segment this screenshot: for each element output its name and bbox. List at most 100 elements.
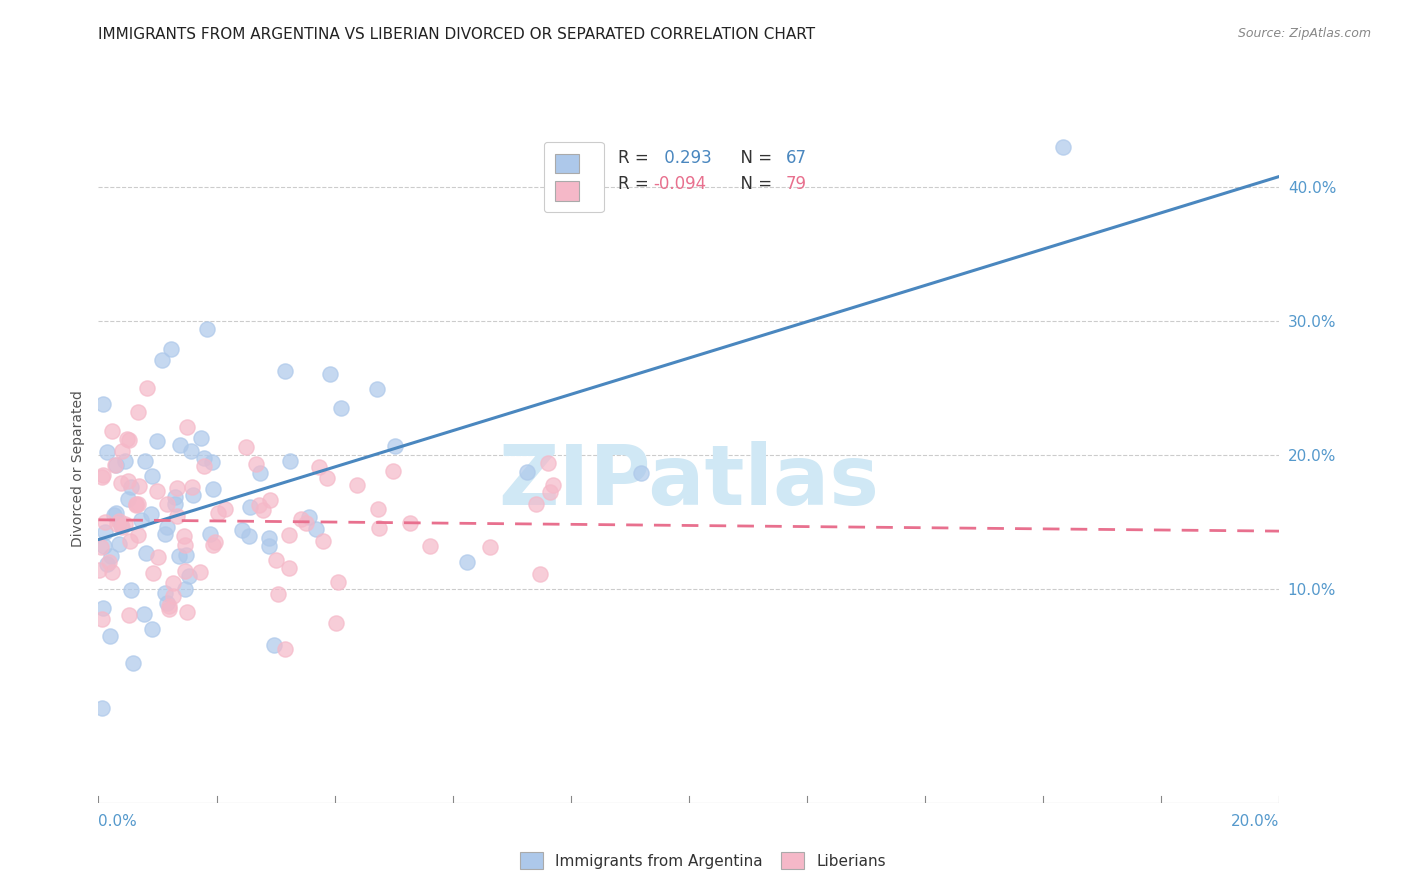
Point [541, 477, 564, 491]
Text: IMMIGRANTS FROM ARGENTINA VS LIBERIAN DIVORCED OR SEPARATED CORRELATION CHART: IMMIGRANTS FROM ARGENTINA VS LIBERIAN DI… [98, 27, 815, 42]
Point [111, 444, 134, 458]
Point [174, 548, 197, 562]
Point [180, 480, 202, 494]
Text: N =: N = [730, 149, 778, 167]
Point [148, 550, 170, 565]
Point [114, 516, 136, 531]
Point [305, 522, 328, 536]
Point [204, 535, 226, 549]
Point [181, 488, 204, 502]
Point [129, 513, 152, 527]
Text: 0.0%: 0.0% [98, 814, 138, 829]
Point [122, 657, 145, 671]
Legend: Immigrants from Argentina, Liberians: Immigrants from Argentina, Liberians [515, 846, 891, 875]
Point [298, 510, 321, 524]
Point [247, 498, 270, 512]
Point [456, 555, 478, 569]
Point [202, 538, 225, 552]
Point [163, 490, 186, 504]
Point [290, 512, 312, 526]
Point [367, 502, 389, 516]
Point [273, 642, 295, 657]
Point [280, 454, 302, 468]
Point [368, 521, 391, 535]
Point [478, 541, 501, 555]
Text: R =: R = [619, 149, 654, 167]
Point [238, 528, 260, 542]
Point [94, 524, 117, 539]
Text: -0.094: -0.094 [654, 176, 707, 194]
Point [274, 364, 297, 378]
Point [120, 583, 142, 598]
Point [127, 497, 149, 511]
Point [157, 599, 180, 613]
Point [630, 466, 652, 480]
Point [90, 612, 112, 626]
Text: R =: R = [619, 176, 654, 194]
Point [167, 549, 190, 564]
Point [398, 516, 420, 530]
Point [114, 454, 136, 468]
Point [188, 565, 211, 579]
Point [128, 479, 150, 493]
Point [132, 607, 155, 622]
Point [524, 497, 547, 511]
Point [193, 451, 215, 466]
Point [91, 468, 114, 483]
Point [235, 440, 257, 454]
Text: 20.0%: 20.0% [1232, 814, 1279, 829]
Point [214, 502, 236, 516]
Point [142, 566, 165, 581]
Point [90, 540, 112, 554]
Point [110, 476, 132, 491]
Point [96, 557, 118, 571]
Point [1052, 140, 1074, 154]
Point [166, 509, 188, 524]
Point [180, 443, 202, 458]
Text: 67: 67 [786, 149, 807, 167]
Point [319, 367, 342, 381]
Point [160, 343, 183, 357]
Point [316, 470, 339, 484]
Point [174, 564, 197, 578]
Point [278, 528, 301, 542]
Point [190, 431, 212, 445]
Point [162, 589, 184, 603]
Point [257, 531, 280, 545]
Point [101, 424, 124, 438]
Point [153, 527, 176, 541]
Point [104, 458, 127, 472]
Point [263, 639, 285, 653]
Point [252, 502, 274, 516]
Point [277, 561, 299, 575]
Text: ZIPatlas: ZIPatlas [499, 442, 879, 522]
Point [120, 534, 142, 549]
Point [245, 457, 267, 471]
Point [111, 520, 134, 534]
Point [384, 440, 406, 454]
Point [326, 574, 349, 589]
Point [173, 529, 195, 543]
Text: N =: N = [730, 176, 778, 194]
Point [156, 520, 179, 534]
Point [103, 508, 125, 522]
Text: 79: 79 [786, 176, 807, 194]
Point [118, 608, 141, 623]
Point [136, 382, 159, 396]
Point [198, 527, 221, 541]
Point [127, 405, 149, 419]
Point [100, 629, 122, 643]
Point [115, 433, 138, 447]
Point [516, 465, 538, 479]
Point [91, 397, 114, 411]
Point [155, 586, 177, 600]
Point [104, 458, 127, 472]
Point [125, 496, 148, 510]
Point [150, 352, 173, 367]
Point [259, 493, 281, 508]
Point [165, 497, 187, 511]
Point [239, 500, 262, 515]
Point [120, 480, 142, 494]
Text: Source: ZipAtlas.com: Source: ZipAtlas.com [1237, 27, 1371, 40]
Point [174, 538, 197, 552]
